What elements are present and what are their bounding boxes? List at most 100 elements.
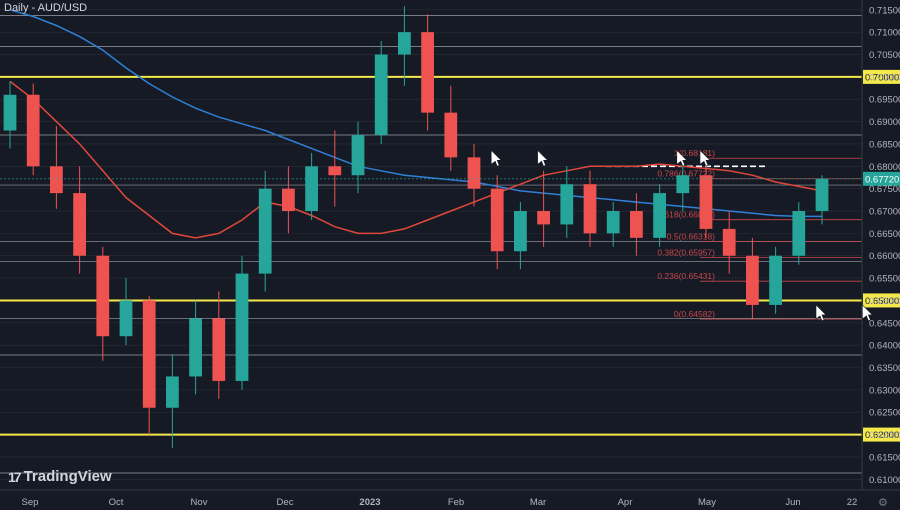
x-tick-label: Nov xyxy=(191,497,208,508)
y-tick-label: 0.61000 xyxy=(869,475,900,486)
candle-body xyxy=(96,255,110,337)
tradingview-logo-text: TradingView xyxy=(23,468,112,485)
candle-body xyxy=(746,255,759,305)
key-level-label: 0.70000 xyxy=(865,72,899,83)
candle-body xyxy=(142,300,156,408)
candle-body xyxy=(305,166,318,212)
y-tick-label: 0.67500 xyxy=(869,184,900,195)
candle-body xyxy=(769,255,782,305)
annotation-arrow-icon xyxy=(676,149,688,167)
x-tick-label: Feb xyxy=(448,497,464,508)
tradingview-logo-mark: 17 xyxy=(8,468,22,485)
x-tick-label: Jun xyxy=(785,497,800,508)
time-axis: Sep Oct Nov Dec 2023 Feb Mar Apr May Jun 22 xyxy=(0,489,900,508)
y-tick-label: 0.63000 xyxy=(869,385,900,396)
arrow-shape xyxy=(676,149,688,167)
moving-averages-layer xyxy=(9,9,823,239)
candle-body xyxy=(398,32,411,55)
key-level-tag xyxy=(863,69,900,84)
arrow-shape xyxy=(862,304,874,322)
candles-layer xyxy=(3,6,829,448)
candle-body xyxy=(166,376,179,408)
x-tick-label: May xyxy=(698,497,716,508)
current-price-tag xyxy=(863,171,900,186)
annotation-arrow-icon xyxy=(815,304,827,322)
arrow-shape xyxy=(815,304,827,322)
x-tick-label: Dec xyxy=(277,497,294,508)
candle-body xyxy=(3,94,17,131)
fib-level-label: 0.236(0.65431) xyxy=(657,271,715,281)
y-tick-label: 0.66500 xyxy=(869,229,900,240)
candle-body xyxy=(212,318,226,381)
gear-icon[interactable]: ⚙ xyxy=(878,497,888,509)
y-tick-label: 0.65500 xyxy=(869,274,900,285)
y-tick-label: 0.66000 xyxy=(869,251,900,262)
candle-body xyxy=(73,193,86,256)
fib-level-label: 0(0.64582) xyxy=(674,309,715,319)
tradingview-logo: 17 TradingView xyxy=(8,468,112,485)
candle-body xyxy=(189,318,202,377)
candle-body xyxy=(653,193,666,238)
fib-level-label: 1(0.68181) xyxy=(674,148,715,158)
y-tick-label: 0.69500 xyxy=(869,95,900,106)
x-tick-label: Apr xyxy=(618,497,633,508)
fib-level-label: 0.618(0.66806) xyxy=(657,210,715,220)
price-axis: 0.71500 0.71000 0.70500 0.70000 0.69500 0.690… xyxy=(861,0,900,490)
y-tick-label: 0.62500 xyxy=(869,408,900,419)
candle-body xyxy=(351,135,365,176)
y-tick-label: 0.67000 xyxy=(869,207,900,218)
key-level-label: 0.62000 xyxy=(865,430,899,441)
annotation-arrow-icon xyxy=(490,149,502,167)
y-tick-label: 0.71500 xyxy=(869,5,900,16)
y-tick-label: 0.69000 xyxy=(869,117,900,128)
arrow-shape xyxy=(490,149,502,167)
fib-level-label: 0.5(0.66318) xyxy=(667,232,715,242)
candle-body xyxy=(26,94,40,167)
annotation-arrow-icon xyxy=(699,149,711,167)
fib-level-label: 0.786(0.67722) xyxy=(657,169,715,179)
y-tick-label: 0.68500 xyxy=(869,139,900,150)
candle-body xyxy=(537,211,550,225)
candle-body xyxy=(699,175,713,229)
key-level-tag xyxy=(863,427,900,442)
current-price-label: 0.67720 xyxy=(865,174,899,185)
y-tick-label: 0.64500 xyxy=(869,318,900,329)
candle-body xyxy=(676,175,690,194)
y-tick-label: 0.63500 xyxy=(869,363,900,374)
annotation-arrow-icon xyxy=(537,149,549,167)
key-level-label: 0.65000 xyxy=(865,296,899,307)
candle-body xyxy=(560,184,574,225)
y-tick-label: 0.64000 xyxy=(869,341,900,352)
candle-body xyxy=(328,166,342,176)
candle-body xyxy=(583,184,597,234)
candle-body xyxy=(815,178,829,212)
candle-body xyxy=(119,300,133,337)
arrow-shape xyxy=(537,149,549,167)
y-tick-label: 0.70500 xyxy=(869,50,900,61)
candle-body xyxy=(490,188,504,252)
candle-body xyxy=(514,211,527,252)
candle-body xyxy=(792,211,806,256)
x-tick-label: Sep xyxy=(22,497,39,508)
candle-body xyxy=(421,32,434,113)
x-tick-label: Oct xyxy=(109,497,124,508)
candle-body xyxy=(467,157,481,189)
key-level-tag xyxy=(863,293,900,308)
arrow-shape xyxy=(699,149,711,167)
y-tick-label: 0.68000 xyxy=(869,162,900,173)
y-tick-label: 0.62000 xyxy=(869,430,900,441)
candle-body xyxy=(606,211,620,234)
candle-body xyxy=(50,166,63,194)
x-tick-label: 2023 xyxy=(359,497,380,508)
y-tick-label: 0.61500 xyxy=(869,452,900,463)
y-tick-label: 0.65000 xyxy=(869,296,900,307)
candle-body xyxy=(630,211,643,238)
annotation-arrow-icon xyxy=(862,304,874,322)
moving-average-red xyxy=(9,80,823,239)
y-tick-label: 0.71000 xyxy=(869,28,900,39)
candle-body xyxy=(235,273,249,381)
fib-level-label: 0.382(0.65957) xyxy=(657,248,715,258)
candle-body xyxy=(282,188,295,212)
